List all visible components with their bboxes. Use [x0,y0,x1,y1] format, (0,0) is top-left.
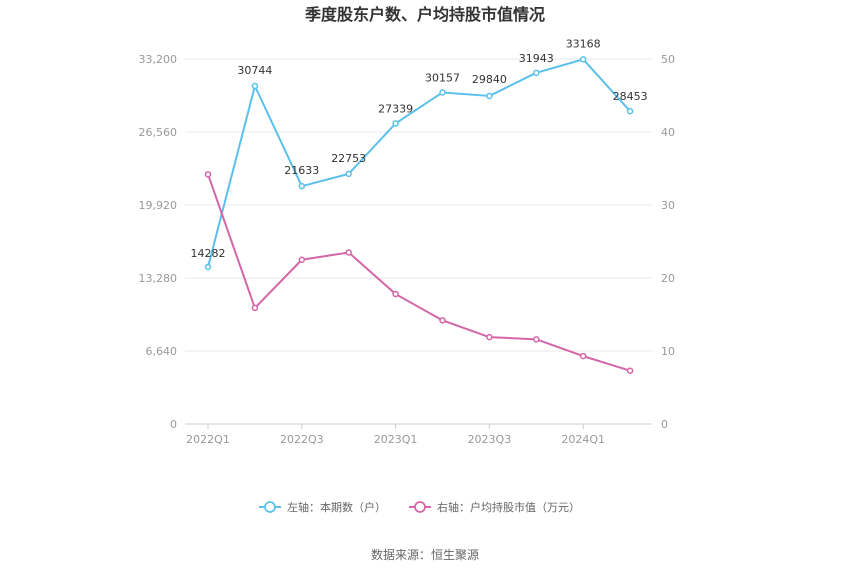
series-1-point [533,69,540,77]
series-2-point [486,333,493,341]
data-label: 14282 [191,247,226,260]
data-label: 30157 [425,71,460,84]
series-2-point [345,249,352,256]
legend-marker-2 [414,501,426,513]
chart-title: 季度股东户数、户均持股市值情况 [304,5,545,24]
data-label: 27339 [378,102,413,115]
series-1-point [345,170,352,178]
data-label: 28453 [613,90,648,103]
series-1-point [204,263,212,271]
left-axis-tick-label: 13,280 [139,272,178,285]
left-axis-tick-label: 33,200 [139,53,178,66]
series-2-point [439,317,446,324]
data-label: 29840 [472,73,507,86]
legend-label-2: 右轴：户均持股市值（万元） [437,500,580,514]
series-line-1 [207,58,631,268]
series-2-point [204,171,212,178]
series-2-point [533,336,540,343]
right-axis-tick-label: 10 [661,345,675,358]
left-axis-tick-label: 19,920 [139,199,178,212]
x-axis-tick-label: 2024Q1 [561,433,605,446]
series-2-point [579,352,587,360]
axes: 0 6,640 13,280 19,920 26,560 33,200 0 10 20 30 40 5… [139,53,676,446]
series-1-point [392,120,399,127]
series-2-point [626,367,634,374]
data-label: 33168 [566,37,601,50]
series-2-point [298,256,306,263]
legend: 左轴：本期数（户） 右轴：户均持股市值（万元） [259,500,580,514]
data-label: 21633 [284,164,319,177]
series-1-point [439,89,446,96]
grid [185,58,652,425]
x-axis-tick-label: 2023Q3 [468,433,512,446]
series-1-point [579,56,587,63]
x-axis-tick-label: 2022Q1 [186,433,230,446]
series-1-point [251,82,259,90]
data-label: 31943 [519,52,554,65]
left-axis-tick-label: 0 [170,418,177,431]
series-2-point [251,304,259,312]
series-2-point [392,290,399,298]
x-axis-tick-label: 2023Q1 [374,433,418,446]
series-line-2 [207,174,631,372]
chart-source: 数据来源：恒生聚源 [371,547,479,562]
data-label: 30744 [237,64,272,77]
right-axis-tick-label: 40 [661,126,675,139]
right-axis-tick-label: 20 [661,272,675,285]
right-axis-tick-label: 30 [661,199,675,212]
left-axis-tick-label: 6,640 [146,345,178,358]
series-1-point [626,107,634,115]
series-1-point [486,92,493,100]
legend-label-1: 左轴：本期数（户） [287,500,386,514]
series [204,56,634,374]
data-label: 22753 [331,152,366,165]
right-axis-tick-label: 0 [661,418,668,431]
legend-marker-1 [264,501,276,513]
right-axis-tick-label: 50 [661,53,675,66]
x-axis-tick-label: 2022Q3 [280,433,324,446]
data-labels: 14282 30744 21633 22753 27339 30157 29840 31943… [191,37,648,260]
left-axis-tick-label: 26,560 [139,126,178,139]
series-1-point [298,182,306,190]
